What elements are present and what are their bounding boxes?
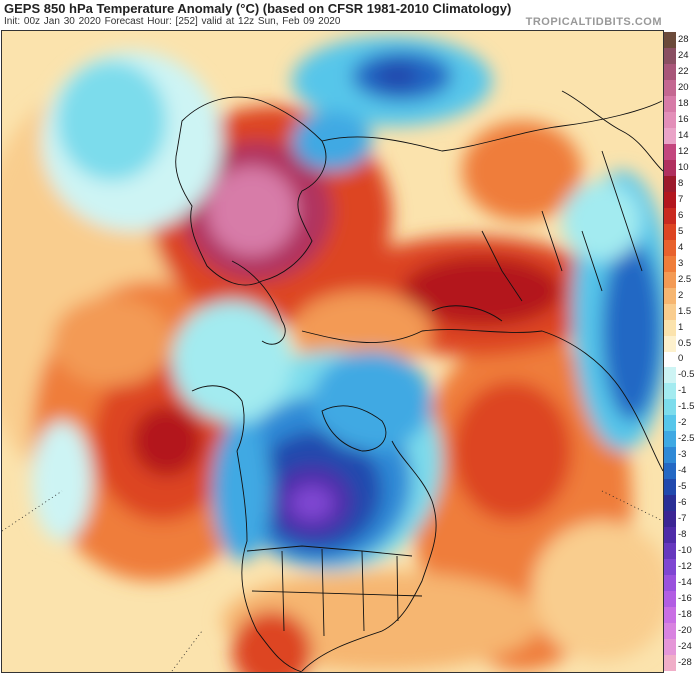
colorbar-label: 18 [678, 97, 689, 109]
colorbar-swatch [664, 287, 676, 305]
colorbar-swatch [664, 559, 676, 576]
colorbar-label: 7 [678, 193, 684, 205]
colorbar-swatch [664, 47, 676, 65]
colorbar-label: 6 [678, 209, 684, 221]
colorbar-swatch [664, 335, 676, 352]
colorbar-label: -20 [678, 625, 692, 637]
colorbar-swatch [664, 415, 676, 432]
colorbar-label: -8 [678, 529, 687, 541]
colorbar-swatch [664, 655, 676, 672]
colorbar-label: -24 [678, 641, 692, 653]
colorbar-swatch [664, 639, 676, 656]
colorbar-label: 14 [678, 129, 689, 141]
anomaly-map-graphic [2, 31, 663, 672]
colorbar-label: -2 [678, 417, 687, 429]
colorbar-swatch [664, 495, 676, 512]
colorbar-label: 0 [678, 353, 684, 365]
colorbar-label: -1.5 [678, 401, 695, 413]
colorbar-swatch [664, 32, 676, 49]
colorbar-label: -2.5 [678, 433, 695, 445]
colorbar-label: -4 [678, 465, 687, 477]
colorbar-swatch [664, 191, 676, 209]
colorbar-label: 2 [678, 289, 684, 301]
colorbar-label: -1 [678, 385, 687, 397]
colorbar-swatch [664, 623, 676, 640]
colorbar-swatch [664, 79, 676, 97]
colorbar-label: -3 [678, 449, 687, 461]
colorbar-label: -7 [678, 513, 687, 525]
colorbar-swatch [664, 63, 676, 81]
colorbar-swatch [664, 127, 676, 145]
colorbar-label: 3 [678, 257, 684, 269]
colorbar-swatch [664, 239, 676, 257]
brand-watermark: TROPICALTIDBITS.COM [525, 16, 662, 28]
colorbar-swatch [664, 111, 676, 129]
colorbar-label: 22 [678, 65, 689, 77]
colorbar-swatch [664, 319, 676, 337]
colorbar-label: -12 [678, 561, 692, 573]
colorbar-swatch [664, 399, 676, 416]
colorbar-swatch [664, 479, 676, 496]
colorbar-swatch [664, 175, 676, 193]
colorbar-label: 8 [678, 177, 684, 189]
colorbar-label: 1.5 [678, 305, 692, 317]
colorbar-label: -6 [678, 497, 687, 509]
colorbar-swatch [664, 575, 676, 592]
anomaly-map [1, 30, 664, 673]
colorbar-swatch [664, 95, 676, 113]
colorbar-swatch [664, 303, 676, 321]
colorbar-swatch [664, 543, 676, 560]
colorbar-label: 0.5 [678, 337, 692, 349]
colorbar-label: 28 [678, 33, 689, 45]
colorbar-label: 24 [678, 49, 689, 61]
graticule [2, 490, 663, 672]
colorbar-label: 16 [678, 113, 689, 125]
colorbar-swatch [664, 159, 676, 177]
colorbar-swatch [664, 511, 676, 528]
colorbar-swatch [664, 255, 676, 273]
colorbar-swatch [664, 607, 676, 624]
colorbar-label: -28 [678, 657, 692, 668]
colorbar-label: 1 [678, 321, 684, 333]
colorbar-swatch [664, 383, 676, 400]
colorbar-swatch [664, 431, 676, 448]
colorbar-swatch [664, 591, 676, 608]
colorbar-label: 5 [678, 225, 684, 237]
header: GEPS 850 hPa Temperature Anomaly (°C) (b… [0, 0, 700, 30]
colorbar-swatch [664, 367, 676, 384]
colorbar-label: 4 [678, 241, 684, 253]
map-title: GEPS 850 hPa Temperature Anomaly (°C) (b… [4, 1, 512, 16]
colorbar-swatch [664, 143, 676, 161]
colorbar-swatch [664, 207, 676, 225]
colorbar-label: -16 [678, 593, 692, 605]
colorbar-label: 12 [678, 145, 689, 157]
anomaly-field [2, 36, 663, 672]
colorbar-legend: 28 24 22 20 18 16 14 12 10 8 7 6 5 4 3 2.5 2 1.5 1 0.5 0 -0.5… [664, 30, 700, 673]
colorbar-swatch [664, 351, 676, 368]
colorbar-label: 2.5 [678, 273, 692, 285]
colorbar-swatch [664, 271, 676, 289]
coastlines [175, 90, 663, 672]
colorbar-label: 10 [678, 161, 689, 173]
colorbar-swatch [664, 463, 676, 480]
colorbar-label: -14 [678, 577, 692, 589]
colorbar-label: -5 [678, 481, 687, 493]
colorbar-label: -18 [678, 609, 692, 621]
map-subtitle: Init: 00z Jan 30 2020 Forecast Hour: [25… [4, 16, 341, 27]
colorbar-label: -10 [678, 545, 692, 557]
colorbar-swatch [664, 223, 676, 241]
colorbar-swatch [664, 527, 676, 544]
colorbar-swatch [664, 447, 676, 464]
colorbar-label: -0.5 [678, 369, 695, 381]
colorbar-label: 20 [678, 81, 689, 93]
